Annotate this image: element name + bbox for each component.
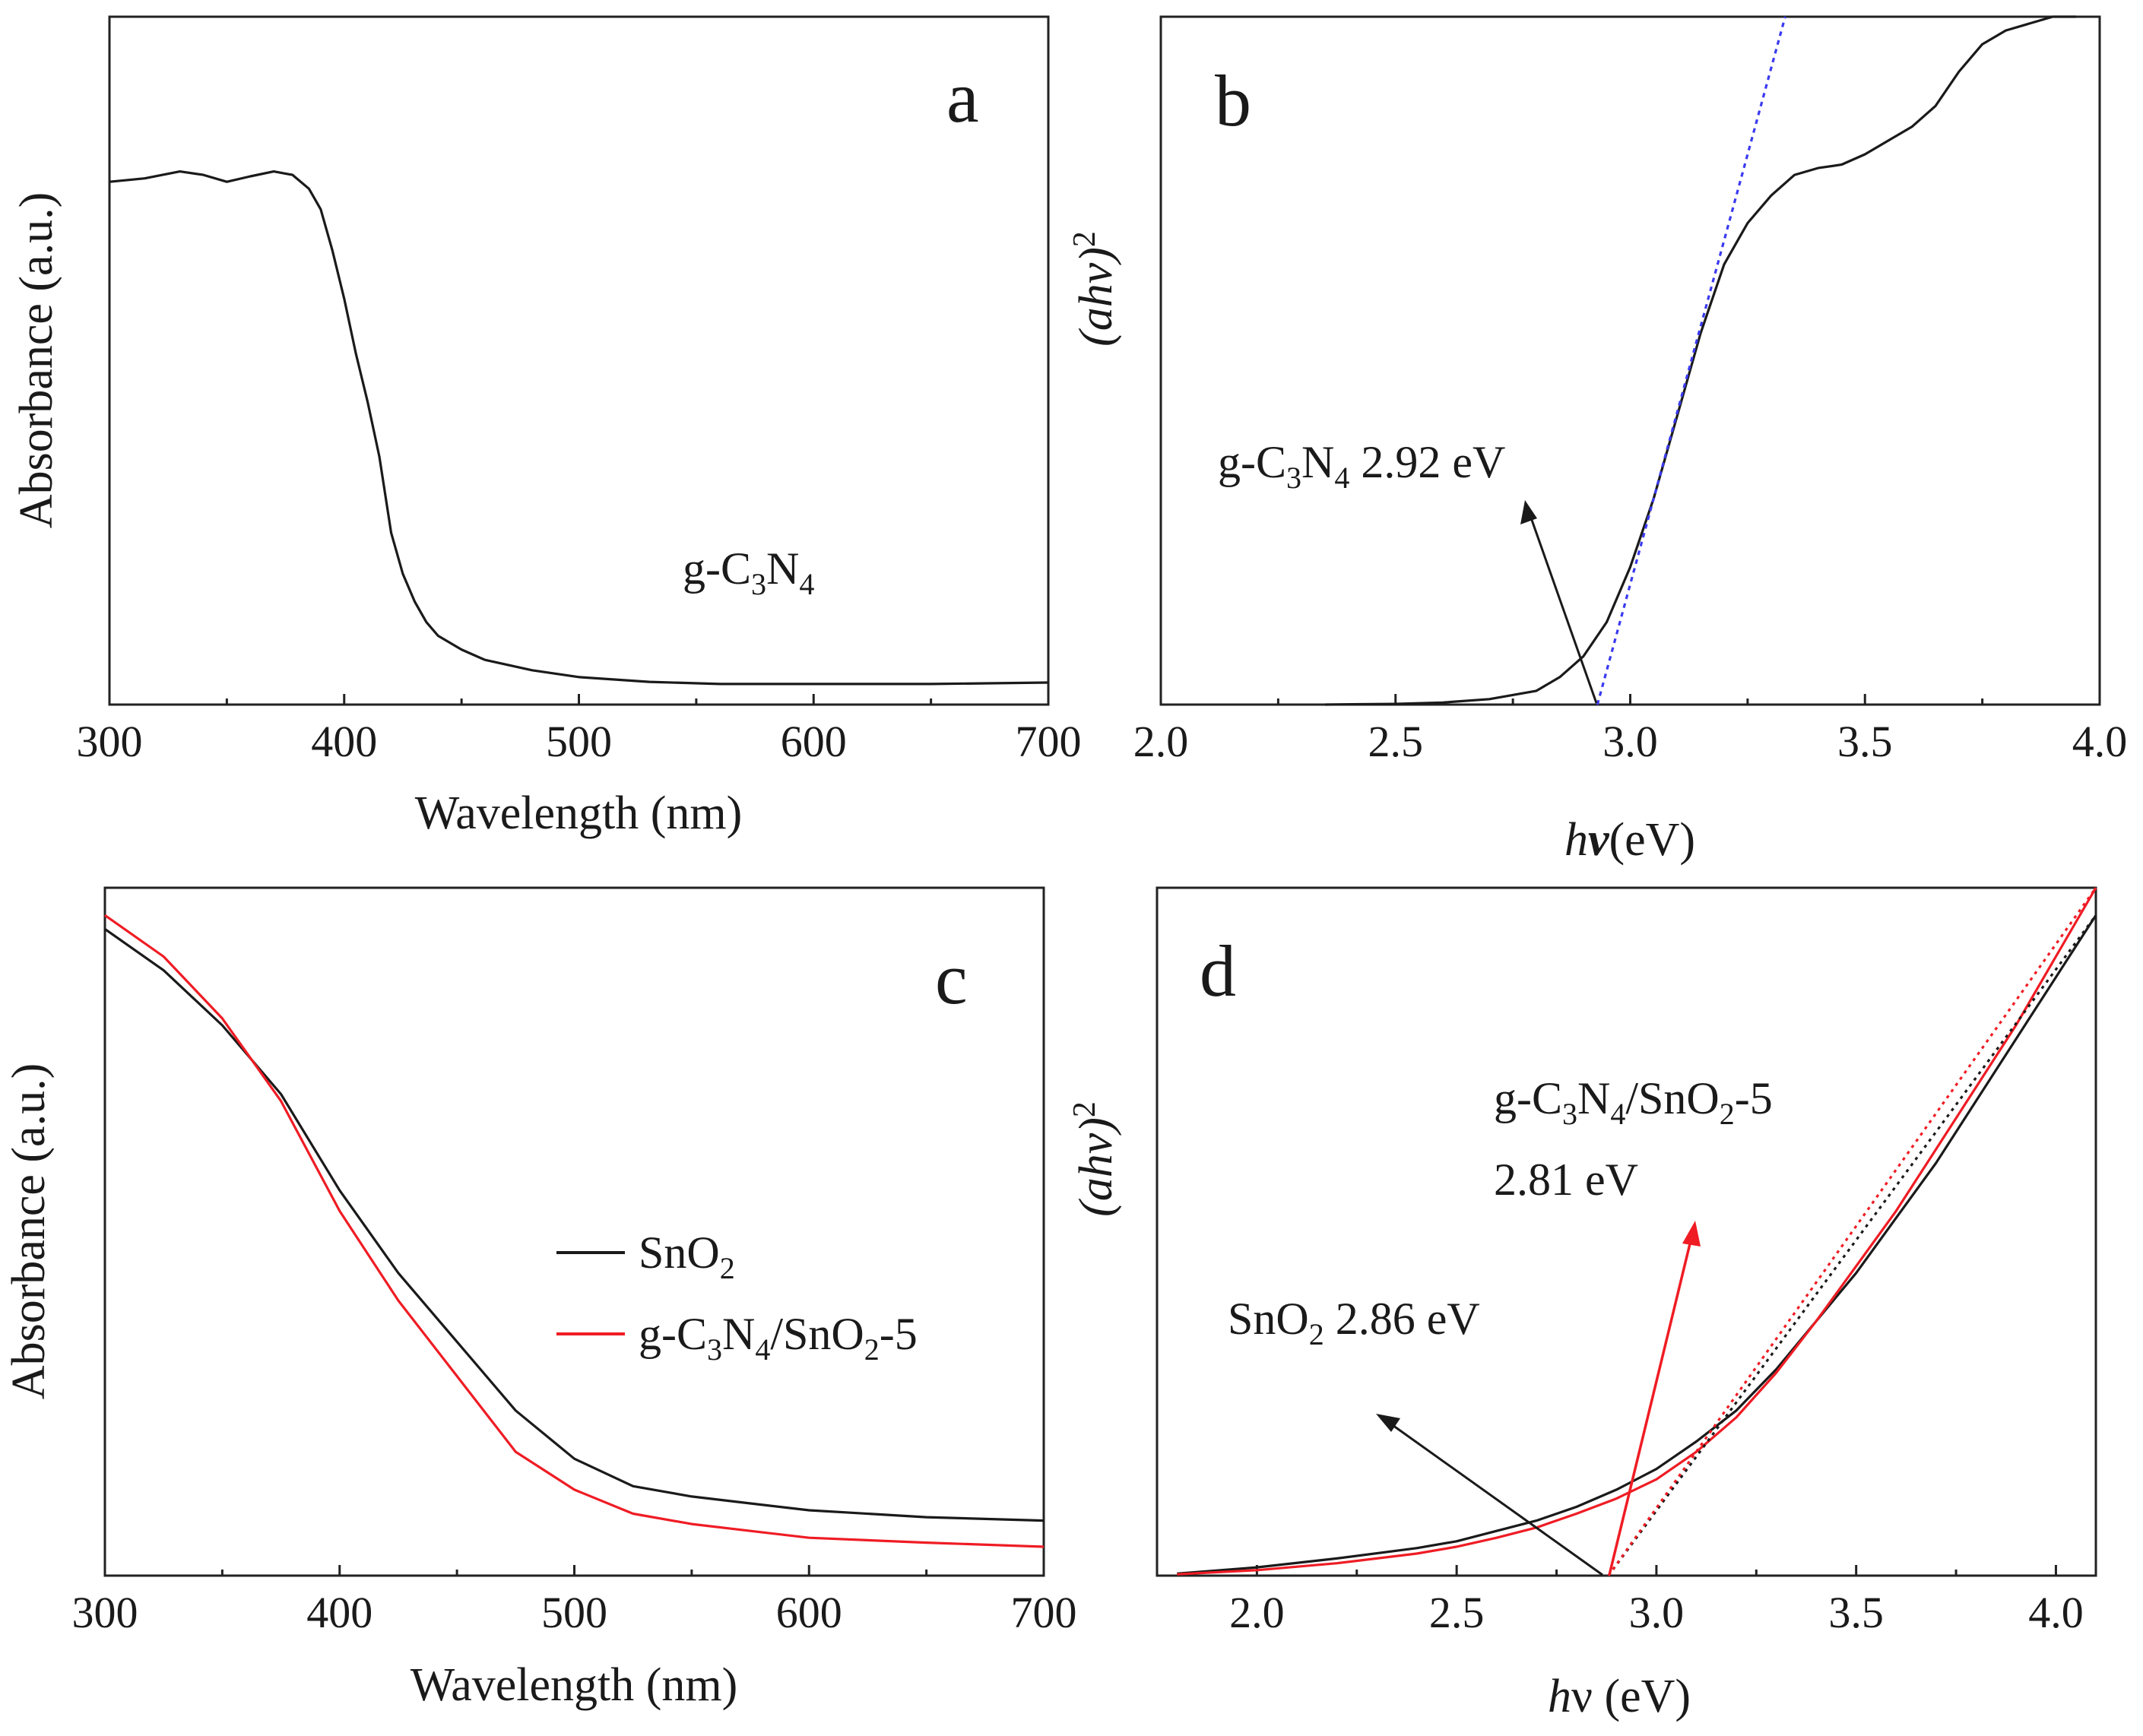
ticks-b: 2.0 2.5 3.0 3.5 4.0 — [1133, 694, 2128, 766]
x-axis-title-c: Wavelength (nm) — [411, 1659, 738, 1711]
x-tick-label-d-0: 2.0 — [1229, 1588, 1285, 1637]
series-a-g-c3n4 — [109, 170, 1049, 686]
curves-d — [1177, 887, 2097, 1576]
plot-frame-b — [1159, 15, 2101, 706]
annotation-b: g-C3N4 2.92 eV — [1218, 437, 1505, 495]
series-b-g-c3n4 — [1325, 15, 2077, 706]
curves-c — [104, 914, 1045, 1548]
panel-letter-a: a — [946, 56, 979, 138]
series-d-sno2 — [1177, 914, 2097, 1575]
annotation-d-sno2: SnO2 2.86 eV — [1228, 1294, 1480, 1351]
x-tick-label-c-1: 400 — [306, 1588, 372, 1637]
annotation-arrow-d-sno2 — [1376, 1414, 1603, 1576]
x-tick-label-b-1: 2.5 — [1368, 717, 1424, 766]
x-tick-label-b-2: 3.0 — [1602, 717, 1658, 766]
x-tick-label-b-4: 4.0 — [2072, 717, 2128, 766]
ticks-a: 300 400 500 600 700 — [77, 694, 1082, 766]
annotation-d-composite-value: 2.81 eV — [1494, 1155, 1638, 1205]
x-tick-label-d-4: 4.0 — [2028, 1588, 2084, 1637]
x-axis-title-d: hν (eV) — [1548, 1671, 1691, 1722]
y-axis-title-a: Absorbance (a.u.) — [11, 192, 62, 528]
x-tick-label-a-0: 300 — [77, 717, 143, 766]
y-axis-title-c: Absorbance (a.u.) — [3, 1063, 55, 1399]
series-c-g-c3n4-sno2-5 — [104, 914, 1045, 1548]
plot-frame-c — [103, 886, 1045, 1577]
y-axis-title-d: (ahν)2 — [1067, 1101, 1122, 1217]
x-tick-label-d-3: 3.5 — [1828, 1588, 1884, 1637]
x-tick-label-c-3: 600 — [776, 1588, 842, 1637]
ticks-d: 2.0 2.5 3.0 3.5 4.0 — [1229, 1565, 2084, 1637]
series-d-tangent-composite — [1607, 887, 2097, 1576]
series-b-tangent — [1596, 16, 1786, 705]
x-tick-label-d-1: 2.5 — [1429, 1588, 1485, 1637]
ticks-c: 300 400 500 600 700 — [72, 1565, 1077, 1637]
x-axis-title-b: hν(eV) — [1564, 814, 1695, 866]
annotation-arrow-b — [1520, 500, 1598, 704]
legend-label-sno2: SnO2 — [639, 1228, 735, 1285]
series-c-sno2 — [104, 927, 1045, 1522]
x-tick-label-a-4: 700 — [1016, 717, 1082, 766]
panel-c: 300 400 500 600 700 c Wavelength (nm) Absorb… — [3, 886, 1077, 1711]
panel-b: 2.0 2.5 3.0 3.5 4.0 b hν(eV) (ahν)2 g-C3N4 2… — [1067, 15, 2128, 866]
curves-a — [109, 170, 1049, 686]
annotation-arrow-d-composite — [1608, 1221, 1701, 1576]
y-axis-title-b: (ahν)2 — [1067, 231, 1122, 347]
panel-letter-d: d — [1200, 930, 1236, 1012]
x-tick-label-a-3: 600 — [781, 717, 847, 766]
x-tick-label-d-2: 3.0 — [1629, 1588, 1685, 1637]
plot-frame-d — [1156, 886, 2097, 1577]
annotation-a: g-C3N4 — [683, 543, 814, 601]
curves-b — [1325, 15, 2077, 706]
annotation-d-composite: g-C3N4/SnO2-5 — [1494, 1073, 1773, 1131]
x-tick-label-b-0: 2.0 — [1133, 717, 1189, 766]
series-d-g-c3n4-sno2-5 — [1177, 887, 2097, 1576]
x-tick-label-c-4: 700 — [1011, 1588, 1077, 1637]
panel-letter-c: c — [935, 938, 968, 1019]
plot-frame-a — [108, 15, 1050, 706]
legend-label-composite: g-C3N4/SnO2-5 — [639, 1309, 918, 1367]
x-tick-label-a-1: 400 — [311, 717, 377, 766]
x-tick-label-b-3: 3.5 — [1837, 717, 1893, 766]
x-tick-label-a-2: 500 — [546, 717, 612, 766]
panel-a: 300 400 500 600 700 a Wavelength (nm) Absorb… — [11, 15, 1082, 839]
legend-c: SnO2 g-C3N4/SnO2-5 — [556, 1228, 918, 1367]
x-tick-label-c-0: 300 — [72, 1588, 138, 1637]
panel-letter-b: b — [1215, 60, 1251, 141]
panel-d: 2.0 2.5 3.0 3.5 4.0 d hν (eV) (ahν)2 g-C3N4/… — [1067, 886, 2097, 1722]
x-axis-title-a: Wavelength (nm) — [415, 787, 743, 839]
x-tick-label-c-2: 500 — [541, 1588, 607, 1637]
